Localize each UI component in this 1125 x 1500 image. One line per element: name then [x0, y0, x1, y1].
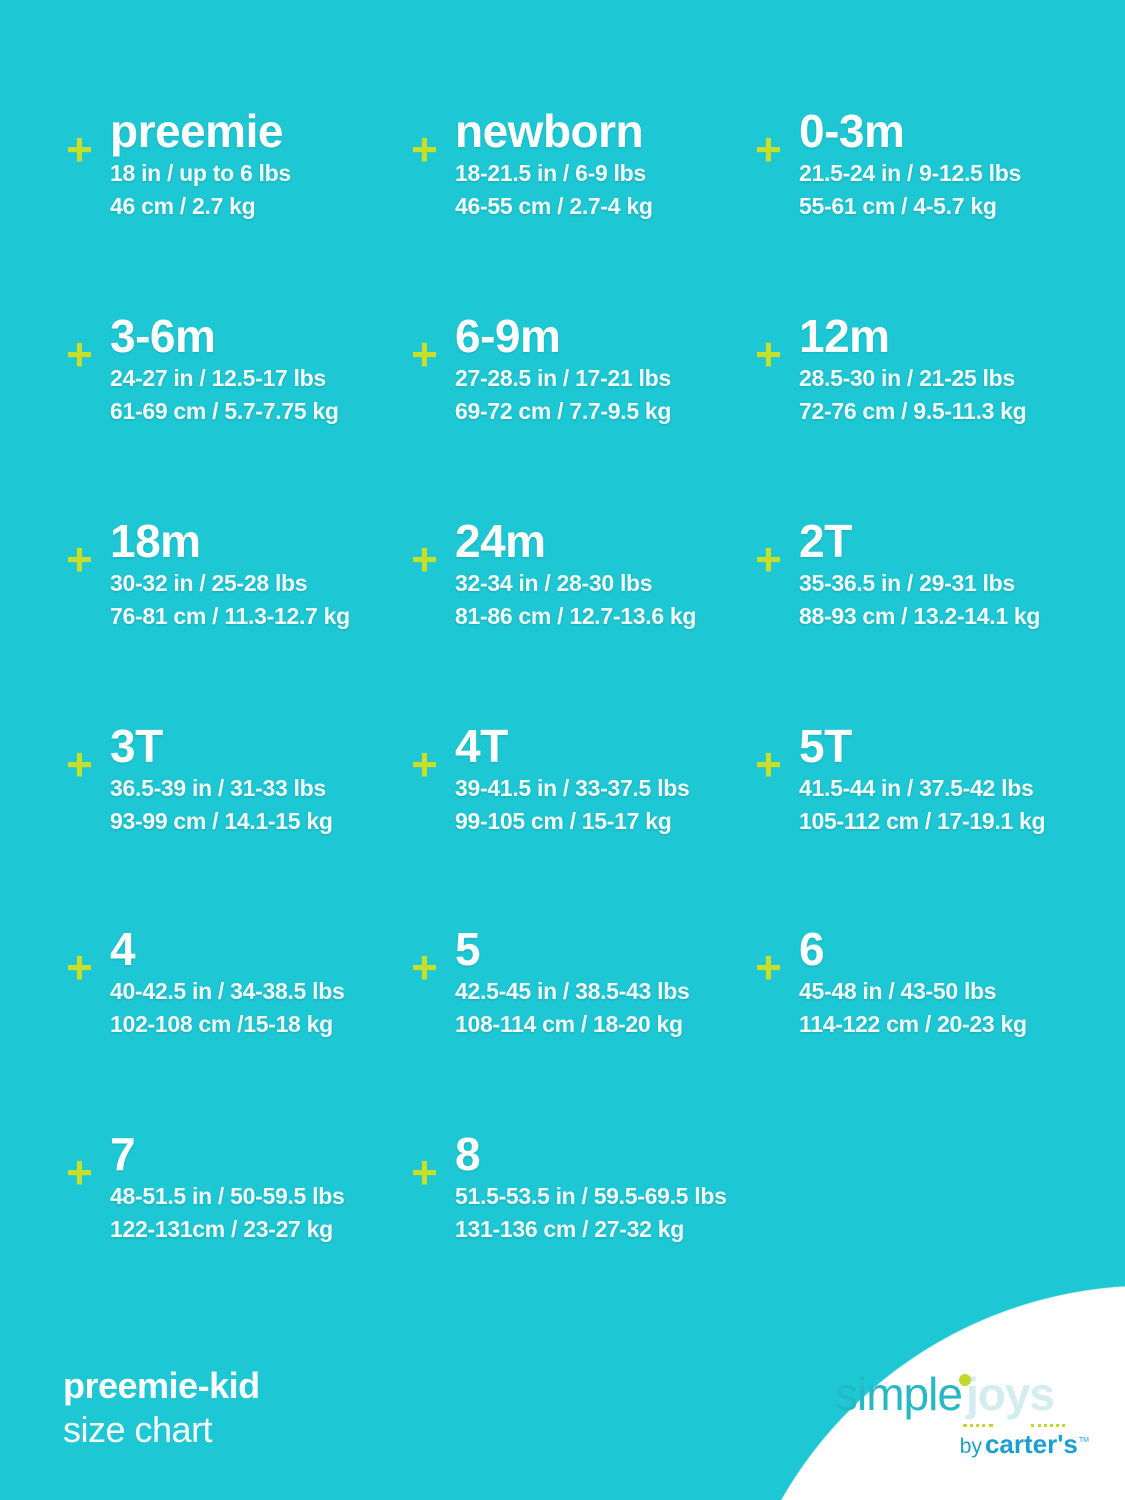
- logo-wordmark: simple joys: [835, 1368, 1055, 1420]
- size-imperial: 45-48 in / 43-50 lbs: [799, 978, 997, 1004]
- logo-dot-icon: [959, 1374, 971, 1386]
- size-imperial: 18 in / up to 6 lbs: [110, 160, 291, 186]
- size-imperial: 18-21.5 in / 6-9 lbs: [455, 160, 646, 186]
- plus-icon: +: [755, 328, 782, 380]
- size-metric: 99-105 cm / 15-17 kg: [455, 808, 672, 834]
- plus-icon: +: [411, 738, 438, 790]
- size-title: 6-9m: [455, 310, 561, 362]
- size-metric: 114-122 cm / 20-23 kg: [799, 1011, 1027, 1037]
- size-entry-18m: + 18m 30-32 in / 25-28 lbs 76-81 cm / 11…: [66, 518, 396, 640]
- size-title: 12m: [799, 310, 890, 362]
- logo-dots-icon: [963, 1424, 993, 1427]
- size-title: 7: [110, 1128, 136, 1180]
- plus-icon: +: [66, 738, 93, 790]
- size-metric: 61-69 cm / 5.7-7.75 kg: [110, 398, 339, 424]
- size-metric: 108-114 cm / 18-20 kg: [455, 1011, 683, 1037]
- size-entry-4t: + 4T 39-41.5 in / 33-37.5 lbs 99-105 cm …: [411, 723, 741, 845]
- plus-icon: +: [755, 941, 782, 993]
- size-metric: 46 cm / 2.7 kg: [110, 193, 256, 219]
- size-entry-7: + 7 48-51.5 in / 50-59.5 lbs 122-131cm /…: [66, 1131, 396, 1253]
- plus-icon: +: [66, 123, 93, 175]
- plus-icon: +: [66, 1146, 93, 1198]
- size-imperial: 35-36.5 in / 29-31 lbs: [799, 570, 1015, 596]
- brand-logo: simple joys by carter's TM: [835, 1368, 1095, 1464]
- size-title: 3T: [110, 720, 163, 772]
- size-title: newborn: [455, 105, 644, 157]
- size-imperial: 39-41.5 in / 33-37.5 lbs: [455, 775, 690, 801]
- size-imperial: 48-51.5 in / 50-59.5 lbs: [110, 1183, 345, 1209]
- logo-by: by: [959, 1435, 982, 1458]
- logo-tm: TM: [1078, 1437, 1089, 1444]
- size-imperial: 40-42.5 in / 34-38.5 lbs: [110, 978, 345, 1004]
- size-entry-2t: + 2T 35-36.5 in / 29-31 lbs 88-93 cm / 1…: [755, 518, 1085, 640]
- logo-joys: joys: [965, 1368, 1055, 1420]
- size-metric: 76-81 cm / 11.3-12.7 kg: [110, 603, 350, 629]
- size-imperial: 24-27 in / 12.5-17 lbs: [110, 365, 326, 391]
- size-imperial: 21.5-24 in / 9-12.5 lbs: [799, 160, 1021, 186]
- logo-brand: carter's: [984, 1429, 1078, 1459]
- size-title: 2T: [799, 515, 852, 567]
- size-entry-5t: + 5T 41.5-44 in / 37.5-42 lbs 105-112 cm…: [755, 723, 1085, 845]
- plus-icon: +: [411, 941, 438, 993]
- size-title: 4T: [455, 720, 508, 772]
- size-entry-3t: + 3T 36.5-39 in / 31-33 lbs 93-99 cm / 1…: [66, 723, 396, 845]
- size-imperial: 30-32 in / 25-28 lbs: [110, 570, 308, 596]
- size-imperial: 41.5-44 in / 37.5-42 lbs: [799, 775, 1034, 801]
- size-title: 5: [455, 923, 481, 975]
- size-title: 4: [110, 923, 136, 975]
- size-title: 0-3m: [799, 105, 905, 157]
- size-imperial: 28.5-30 in / 21-25 lbs: [799, 365, 1015, 391]
- size-metric: 105-112 cm / 17-19.1 kg: [799, 808, 1046, 834]
- size-metric: 46-55 cm / 2.7-4 kg: [455, 193, 653, 219]
- logo-dots-icon: [1031, 1424, 1065, 1427]
- plus-icon: +: [411, 123, 438, 175]
- logo-byline: by carter's TM: [960, 1430, 1089, 1461]
- size-metric: 69-72 cm / 7.7-9.5 kg: [455, 398, 672, 424]
- size-metric: 122-131cm / 23-27 kg: [110, 1216, 333, 1242]
- size-entry-12m: + 12m 28.5-30 in / 21-25 lbs 72-76 cm / …: [755, 313, 1085, 435]
- size-metric: 93-99 cm / 14.1-15 kg: [110, 808, 333, 834]
- size-entry-preemie: + preemie 18 in / up to 6 lbs 46 cm / 2.…: [66, 108, 396, 230]
- size-entry-5: + 5 42.5-45 in / 38.5-43 lbs 108-114 cm …: [411, 926, 741, 1048]
- size-title: preemie: [110, 105, 283, 157]
- size-title: 18m: [110, 515, 201, 567]
- plus-icon: +: [411, 328, 438, 380]
- size-entry-8: + 8 51.5-53.5 in / 59.5-69.5 lbs 131-136…: [411, 1131, 741, 1253]
- size-title: 6: [799, 923, 825, 975]
- plus-icon: +: [66, 941, 93, 993]
- plus-icon: +: [755, 738, 782, 790]
- size-entry-6-9m: + 6-9m 27-28.5 in / 17-21 lbs 69-72 cm /…: [411, 313, 741, 435]
- size-imperial: 32-34 in / 28-30 lbs: [455, 570, 653, 596]
- size-metric: 88-93 cm / 13.2-14.1 kg: [799, 603, 1041, 629]
- size-metric: 55-61 cm / 4-5.7 kg: [799, 193, 997, 219]
- size-title: 8: [455, 1128, 481, 1180]
- plus-icon: +: [411, 1146, 438, 1198]
- size-entry-24m: + 24m 32-34 in / 28-30 lbs 81-86 cm / 12…: [411, 518, 741, 640]
- size-metric: 102-108 cm /15-18 kg: [110, 1011, 333, 1037]
- size-imperial: 27-28.5 in / 17-21 lbs: [455, 365, 671, 391]
- plus-icon: +: [755, 533, 782, 585]
- size-metric: 81-86 cm / 12.7-13.6 kg: [455, 603, 697, 629]
- size-entry-newborn: + newborn 18-21.5 in / 6-9 lbs 46-55 cm …: [411, 108, 741, 230]
- size-entry-0-3m: + 0-3m 21.5-24 in / 9-12.5 lbs 55-61 cm …: [755, 108, 1085, 230]
- plus-icon: +: [66, 533, 93, 585]
- plus-icon: +: [755, 123, 782, 175]
- size-imperial: 36.5-39 in / 31-33 lbs: [110, 775, 326, 801]
- plus-icon: +: [411, 533, 438, 585]
- plus-icon: +: [66, 328, 93, 380]
- size-imperial: 42.5-45 in / 38.5-43 lbs: [455, 978, 690, 1004]
- chart-title: preemie-kid: [63, 1365, 260, 1406]
- chart-subtitle: size chart: [63, 1409, 213, 1450]
- size-metric: 131-136 cm / 27-32 kg: [455, 1216, 684, 1242]
- logo-simple: simple: [835, 1368, 963, 1420]
- size-entry-3-6m: + 3-6m 24-27 in / 12.5-17 lbs 61-69 cm /…: [66, 313, 396, 435]
- size-metric: 72-76 cm / 9.5-11.3 kg: [799, 398, 1027, 424]
- size-entry-4: + 4 40-42.5 in / 34-38.5 lbs 102-108 cm …: [66, 926, 396, 1048]
- size-title: 3-6m: [110, 310, 216, 362]
- size-title: 24m: [455, 515, 546, 567]
- size-entry-6: + 6 45-48 in / 43-50 lbs 114-122 cm / 20…: [755, 926, 1085, 1048]
- size-title: 5T: [799, 720, 852, 772]
- size-imperial: 51.5-53.5 in / 59.5-69.5 lbs: [455, 1183, 727, 1209]
